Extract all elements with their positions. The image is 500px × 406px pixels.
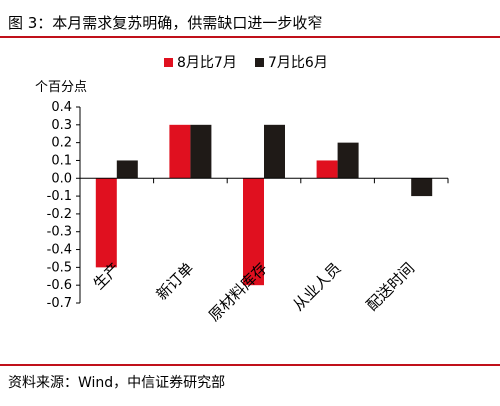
bar-aug-vs-jul [169, 124, 191, 179]
y-tick-label: 0.4 [51, 100, 72, 115]
figure-title: 图 3：本月需求复苏明确，供需缺口进一步收窄 [8, 14, 323, 32]
bar-jul-vs-jun [264, 124, 285, 179]
legend: 8月比7月 7月比6月 [164, 55, 328, 71]
legend-swatch [255, 58, 264, 67]
y-tick-label: 0.2 [51, 136, 72, 151]
y-tick-label: -0.4 [47, 243, 72, 258]
y-tick-label: -0.6 [47, 278, 72, 293]
y-axis: 0.4 0.3 0.2 0.1 0.0 -0.1 -0.2 -0.3 -0.4 -0.5 -0.6 -… [47, 100, 449, 311]
bar-jul-vs-jun [337, 142, 359, 179]
title-divider [0, 36, 500, 38]
source-divider [0, 364, 500, 366]
x-axis-labels: 生产 新订单 原材料库存 从业人员 配送时间 [90, 259, 418, 325]
y-tick-label: -0.2 [47, 207, 72, 222]
source-note: 资料来源：Wind，中信证券研究部 [8, 375, 226, 391]
y-tick-label: -0.1 [47, 189, 72, 204]
y-tick-label: -0.7 [47, 296, 72, 311]
legend-label: 7月比6月 [268, 55, 328, 71]
x-category-label: 从业人员 [289, 259, 344, 314]
bars [95, 124, 433, 286]
x-category-label: 配送时间 [363, 259, 418, 314]
legend-label: 8月比7月 [177, 55, 237, 71]
y-tick-label: 0.3 [51, 118, 72, 133]
x-category-label: 新订单 [153, 259, 198, 304]
bar-jul-vs-jun [116, 160, 138, 179]
x-category-label: 原材料库存 [205, 259, 271, 325]
bar-jul-vs-jun [190, 124, 212, 179]
bar-chart: 个百分点 8月比7月 7月比6月 0.4 0.3 0.2 0.1 0.0 -0.1 -0.2 -… [35, 55, 449, 325]
bar-aug-vs-jul [316, 160, 338, 179]
y-tick-label: 0.0 [51, 171, 72, 186]
y-unit-label: 个百分点 [35, 80, 87, 95]
y-tick-label: 0.1 [51, 153, 72, 168]
bar-jul-vs-jun [411, 178, 433, 197]
legend-swatch [164, 58, 173, 67]
y-tick-label: -0.5 [47, 260, 72, 275]
y-tick-label: -0.3 [47, 225, 72, 240]
x-category-label: 生产 [90, 259, 124, 293]
bar-aug-vs-jul [243, 178, 264, 286]
bar-aug-vs-jul [95, 178, 117, 268]
